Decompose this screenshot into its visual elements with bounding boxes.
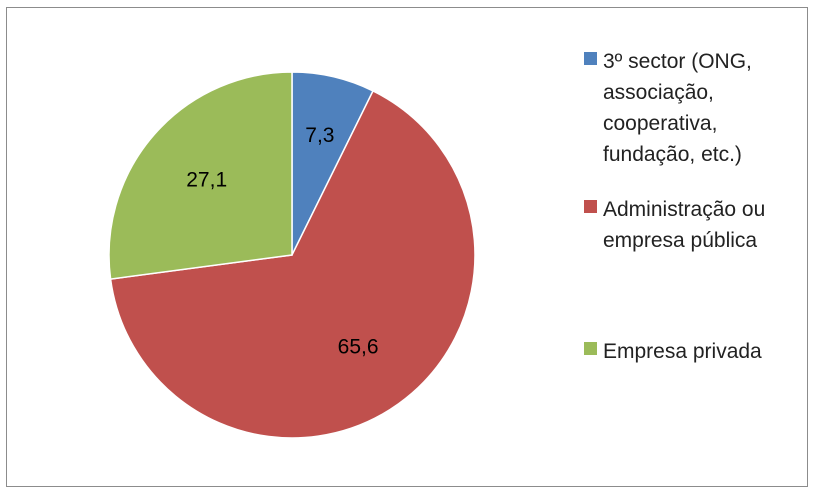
pie-slice-2 (108, 71, 293, 280)
legend-item-3o-sector: 3º sector (ONG, associação, cooperativa,… (584, 46, 813, 170)
legend-swatch-administracao (584, 200, 597, 213)
legend-label-administracao: Administração ou empresa pública (603, 198, 766, 252)
data-label-0: 7,3 (305, 124, 334, 147)
legend-swatch-3o-sector (584, 52, 597, 65)
data-label-2: 27,1 (186, 169, 227, 192)
legend-label-empresa-privada: Empresa privada (603, 340, 762, 363)
pie-slice-1 (109, 89, 476, 439)
legend-item-administracao: Administração ou empresa pública (584, 194, 813, 256)
data-label-1: 65,6 (338, 336, 379, 359)
legend-label-3o-sector: 3º sector (ONG, associação, cooperativa,… (603, 50, 752, 166)
legend-item-empresa-privada: Empresa privada (584, 336, 813, 367)
legend-swatch-empresa-privada (584, 342, 597, 355)
